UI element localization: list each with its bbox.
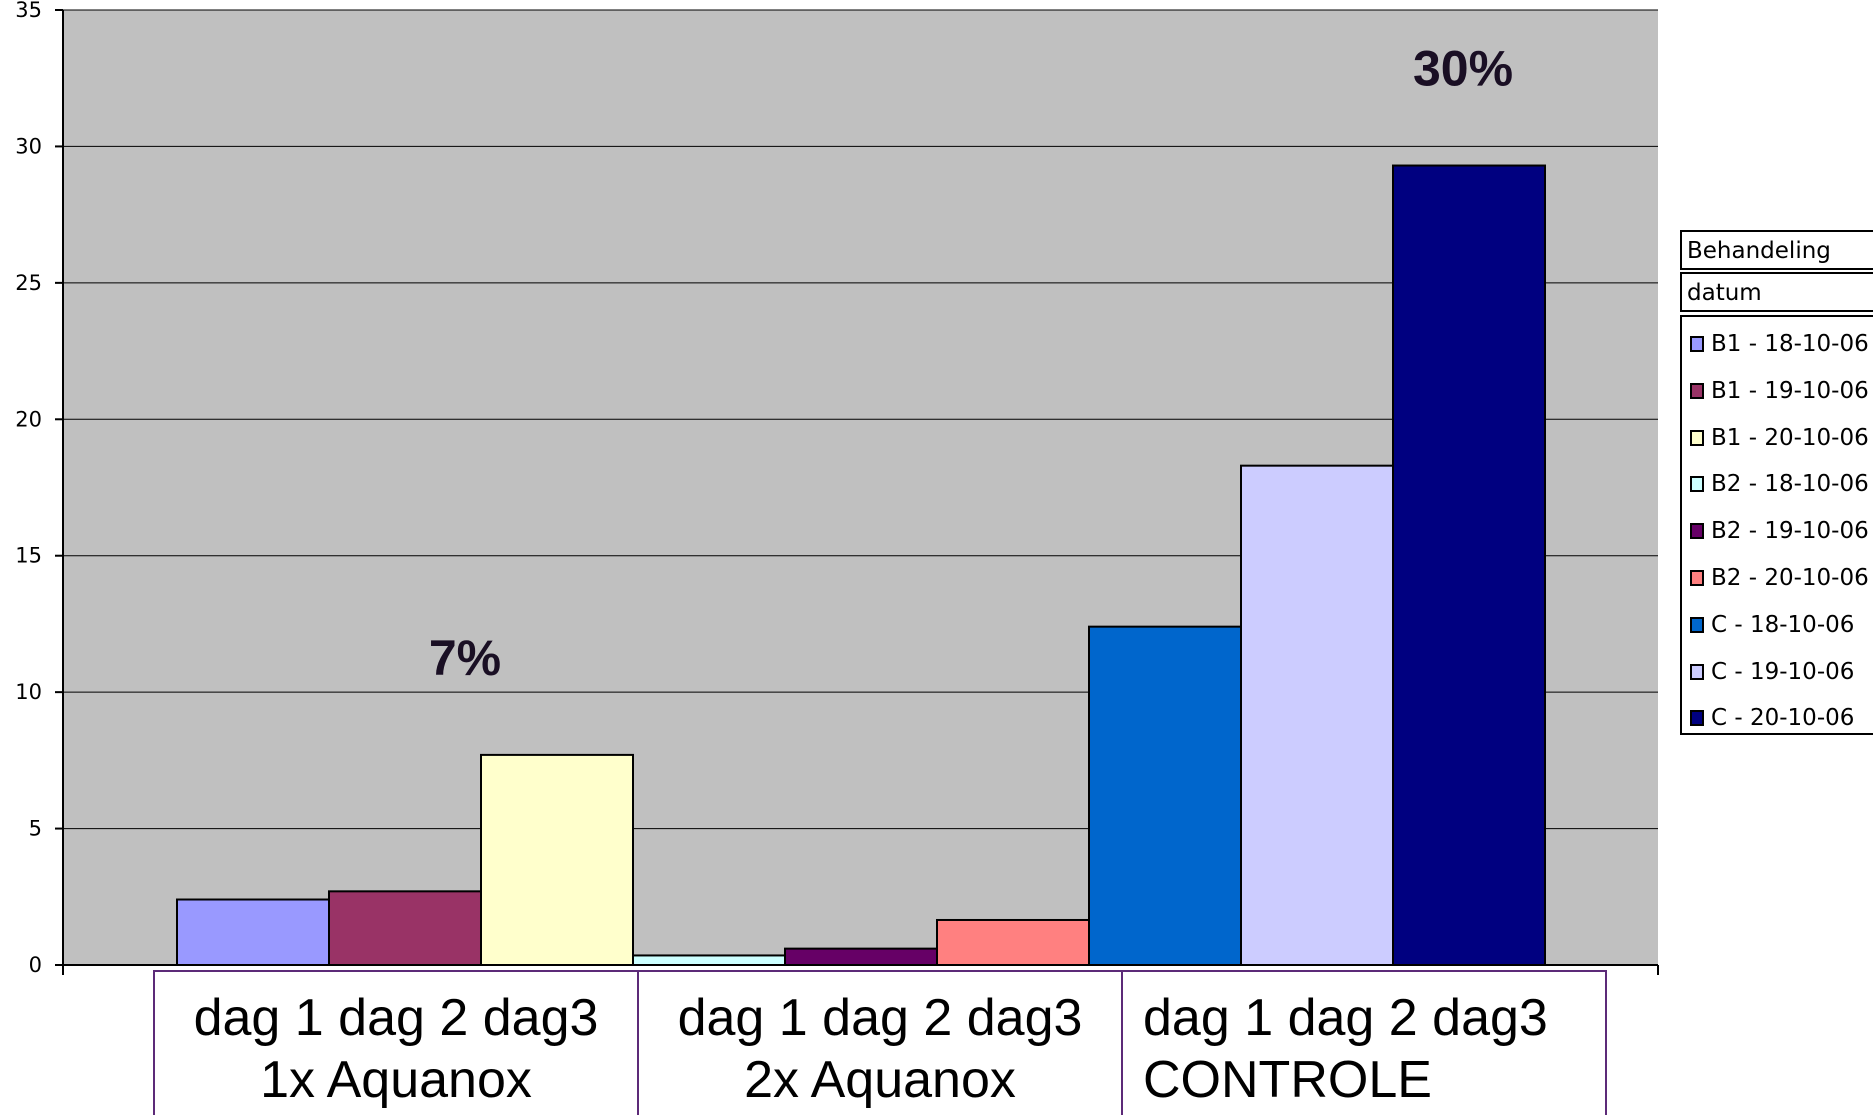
legend-swatch	[1690, 336, 1704, 352]
y-tick-label: 30	[15, 134, 42, 158]
bar-c-20-10-06[interactable]	[1392, 164, 1546, 966]
legend-item: B1 - 19-10-06	[1690, 376, 1869, 406]
legend-swatch	[1690, 616, 1704, 633]
y-tick-label: 0	[29, 953, 42, 977]
legend-label: B1 - 19-10-06	[1711, 377, 1869, 404]
legend-field-datum[interactable]: datum	[1680, 272, 1873, 312]
legend-item: C - 20-10-06	[1690, 703, 1854, 733]
legend-label: C - 19-10-06	[1711, 658, 1855, 685]
y-tick-label: 10	[15, 680, 42, 704]
legend-item: C - 18-10-06	[1690, 610, 1854, 640]
legend-label: B1 - 20-10-06	[1711, 424, 1869, 451]
group-label-1x-aquanox: dag 1 dag 2 dag3 1x Aquanox	[153, 970, 639, 1115]
bar-b1-18-10-06[interactable]	[176, 898, 330, 966]
legend-item: B1 - 18-10-06	[1690, 329, 1869, 359]
legend-swatch	[1690, 570, 1704, 586]
legend-label: B2 - 19-10-06	[1711, 518, 1869, 545]
y-tick-label: 15	[15, 544, 42, 568]
group-label-controle: dag 1 dag 2 dag3 CONTROLE	[1121, 970, 1607, 1115]
y-tick-label: 35	[15, 0, 42, 22]
bar-c-19-10-06[interactable]	[1240, 464, 1394, 966]
annotation-label: 30%	[1413, 41, 1513, 97]
legend-item: B2 - 18-10-06	[1690, 469, 1869, 499]
legend-item: B2 - 19-10-06	[1690, 516, 1869, 546]
legend-item: B1 - 20-10-06	[1690, 423, 1869, 453]
gridlines	[63, 9, 1658, 830]
annotation-label: 7%	[429, 630, 501, 686]
legend-item: C - 19-10-06	[1690, 657, 1854, 687]
group-treatment-label: CONTROLE	[1143, 1051, 1432, 1109]
group-treatment-label: 2x Aquanox	[744, 1051, 1016, 1109]
legend-label: B2 - 18-10-06	[1711, 471, 1869, 498]
bar-c-18-10-06[interactable]	[1088, 625, 1242, 967]
legend-label: C - 20-10-06	[1711, 705, 1855, 732]
legend-label: C - 18-10-06	[1711, 611, 1855, 638]
y-tick-label: 20	[15, 407, 42, 431]
bar-b1-19-10-06[interactable]	[328, 890, 482, 966]
bar-b2-20-10-06[interactable]	[936, 918, 1090, 967]
bar-b1-20-10-06[interactable]	[480, 753, 634, 967]
legend-label: B2 - 20-10-06	[1711, 565, 1869, 591]
legend-label: B1 - 18-10-06	[1711, 331, 1869, 357]
y-tick-label: 25	[15, 271, 42, 295]
group-treatment-label: 1x Aquanox	[260, 1051, 532, 1109]
group-days-label: dag 1 dag 2 dag3	[193, 989, 599, 1047]
legend-swatch	[1690, 710, 1704, 727]
legend-field-behandeling[interactable]: Behandeling	[1680, 230, 1873, 270]
legend-swatch	[1690, 476, 1704, 493]
group-days-label: dag 1 dag 2 dag3	[1143, 989, 1548, 1047]
legend: B1 - 18-10-06 B1 - 19-10-06 B1 - 20-10-06 B…	[1680, 315, 1873, 735]
legend-item: B2 - 20-10-06	[1690, 563, 1869, 593]
legend-swatch	[1690, 523, 1704, 540]
bar-b2-18-10-06[interactable]	[632, 954, 786, 967]
group-days-label: dag 1 dag 2 dag3	[677, 989, 1083, 1047]
legend-swatch	[1690, 663, 1704, 680]
annotations: 7% 30%	[429, 41, 1513, 686]
y-tick-label: 5	[29, 817, 42, 841]
group-label-2x-aquanox: dag 1 dag 2 dag3 2x Aquanox	[637, 970, 1123, 1115]
bar-b2-19-10-06[interactable]	[784, 947, 938, 967]
axes	[55, 9, 1659, 975]
legend-swatch	[1690, 429, 1704, 446]
legend-swatch	[1690, 382, 1704, 399]
y-tick-labels: 0 5 10 15 20 25 30 35	[15, 0, 42, 977]
